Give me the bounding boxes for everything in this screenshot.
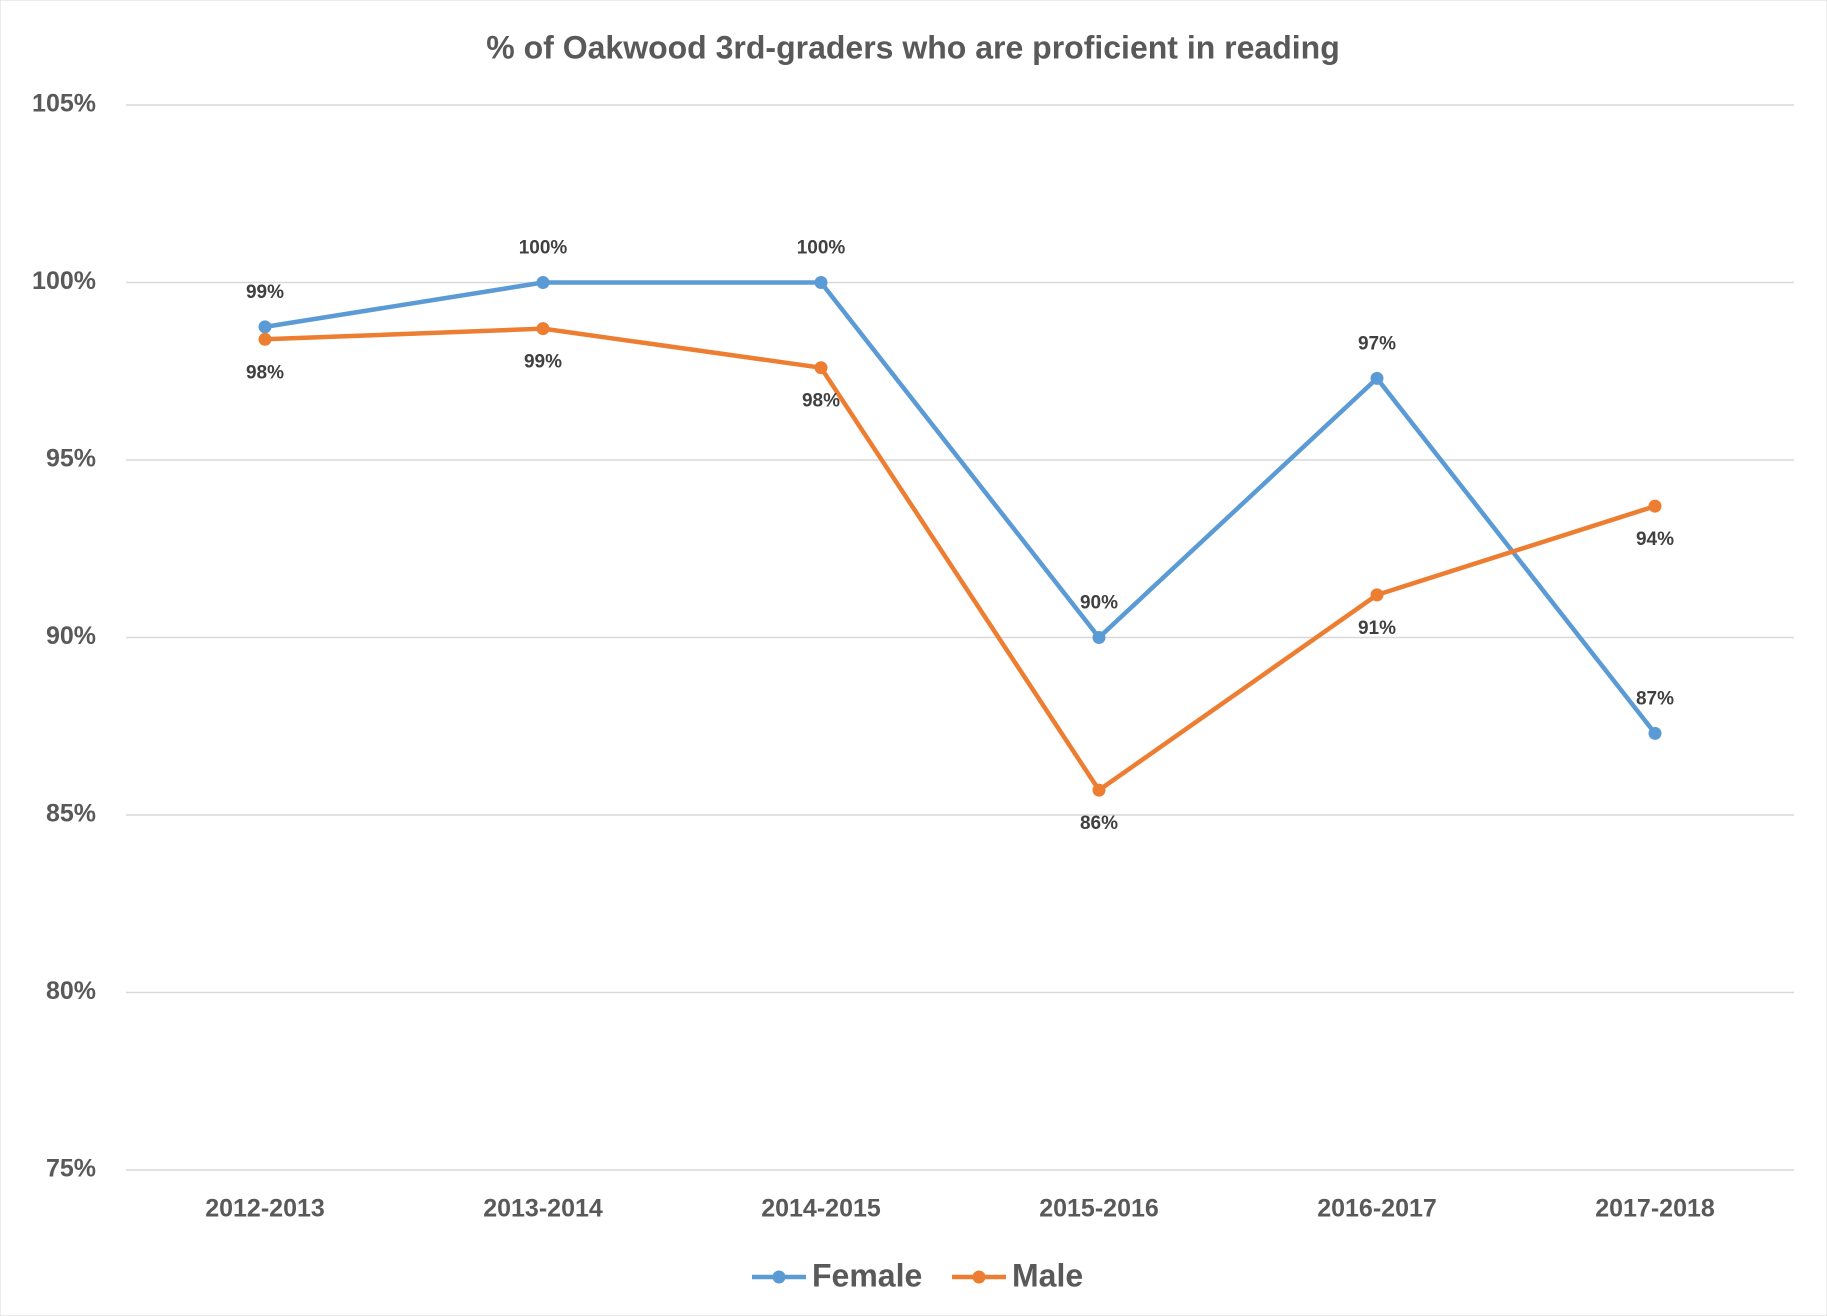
- x-tick-label: 2016-2017: [1317, 1195, 1437, 1223]
- y-tick-label: 90%: [46, 622, 96, 650]
- x-tick-label: 2012-2013: [205, 1195, 325, 1223]
- data-label: 100%: [519, 238, 568, 259]
- y-tick-label: 75%: [46, 1155, 96, 1183]
- y-tick-label: 85%: [46, 800, 96, 828]
- x-tick-label: 2014-2015: [761, 1195, 881, 1223]
- chart-title: % of Oakwood 3rd-graders who are profici…: [486, 29, 1339, 65]
- y-tick-label: 105%: [32, 90, 96, 118]
- series-line: [264, 280, 1657, 735]
- series-line: [264, 326, 1656, 793]
- data-point: [1370, 371, 1384, 385]
- legend-label: Female: [812, 1257, 922, 1293]
- data-point: [1092, 631, 1106, 644]
- data-point: [536, 322, 550, 336]
- data-label: 98%: [802, 391, 840, 412]
- data-label: 87%: [1636, 688, 1674, 709]
- data-point: [1648, 726, 1662, 740]
- data-label: 91%: [1358, 618, 1396, 639]
- y-tick-label: 100%: [32, 267, 96, 295]
- data-label: 97%: [1358, 333, 1396, 354]
- data-point: [814, 276, 828, 289]
- data-point: [258, 332, 272, 346]
- data-point: [1648, 499, 1662, 513]
- data-label: 99%: [246, 282, 284, 303]
- data-point: [1092, 783, 1106, 797]
- data-label: 98%: [246, 362, 284, 383]
- data-point: [814, 361, 828, 375]
- y-tick-label: 80%: [46, 977, 96, 1005]
- data-point: [536, 276, 550, 289]
- legend-marker: [972, 1270, 986, 1284]
- legend-marker: [772, 1270, 786, 1284]
- x-tick-label: 2013-2014: [483, 1195, 603, 1223]
- data-label: 86%: [1080, 813, 1118, 834]
- data-label: 90%: [1080, 593, 1118, 614]
- data-label: 94%: [1636, 529, 1674, 550]
- data-point: [258, 320, 272, 334]
- data-label: 100%: [797, 238, 846, 259]
- x-tick-label: 2015-2016: [1039, 1195, 1159, 1223]
- x-tick-label: 2017-2018: [1595, 1195, 1715, 1223]
- data-label: 99%: [524, 352, 562, 373]
- y-tick-label: 95%: [46, 445, 96, 473]
- data-point: [1370, 588, 1384, 602]
- legend-label: Male: [1012, 1257, 1083, 1293]
